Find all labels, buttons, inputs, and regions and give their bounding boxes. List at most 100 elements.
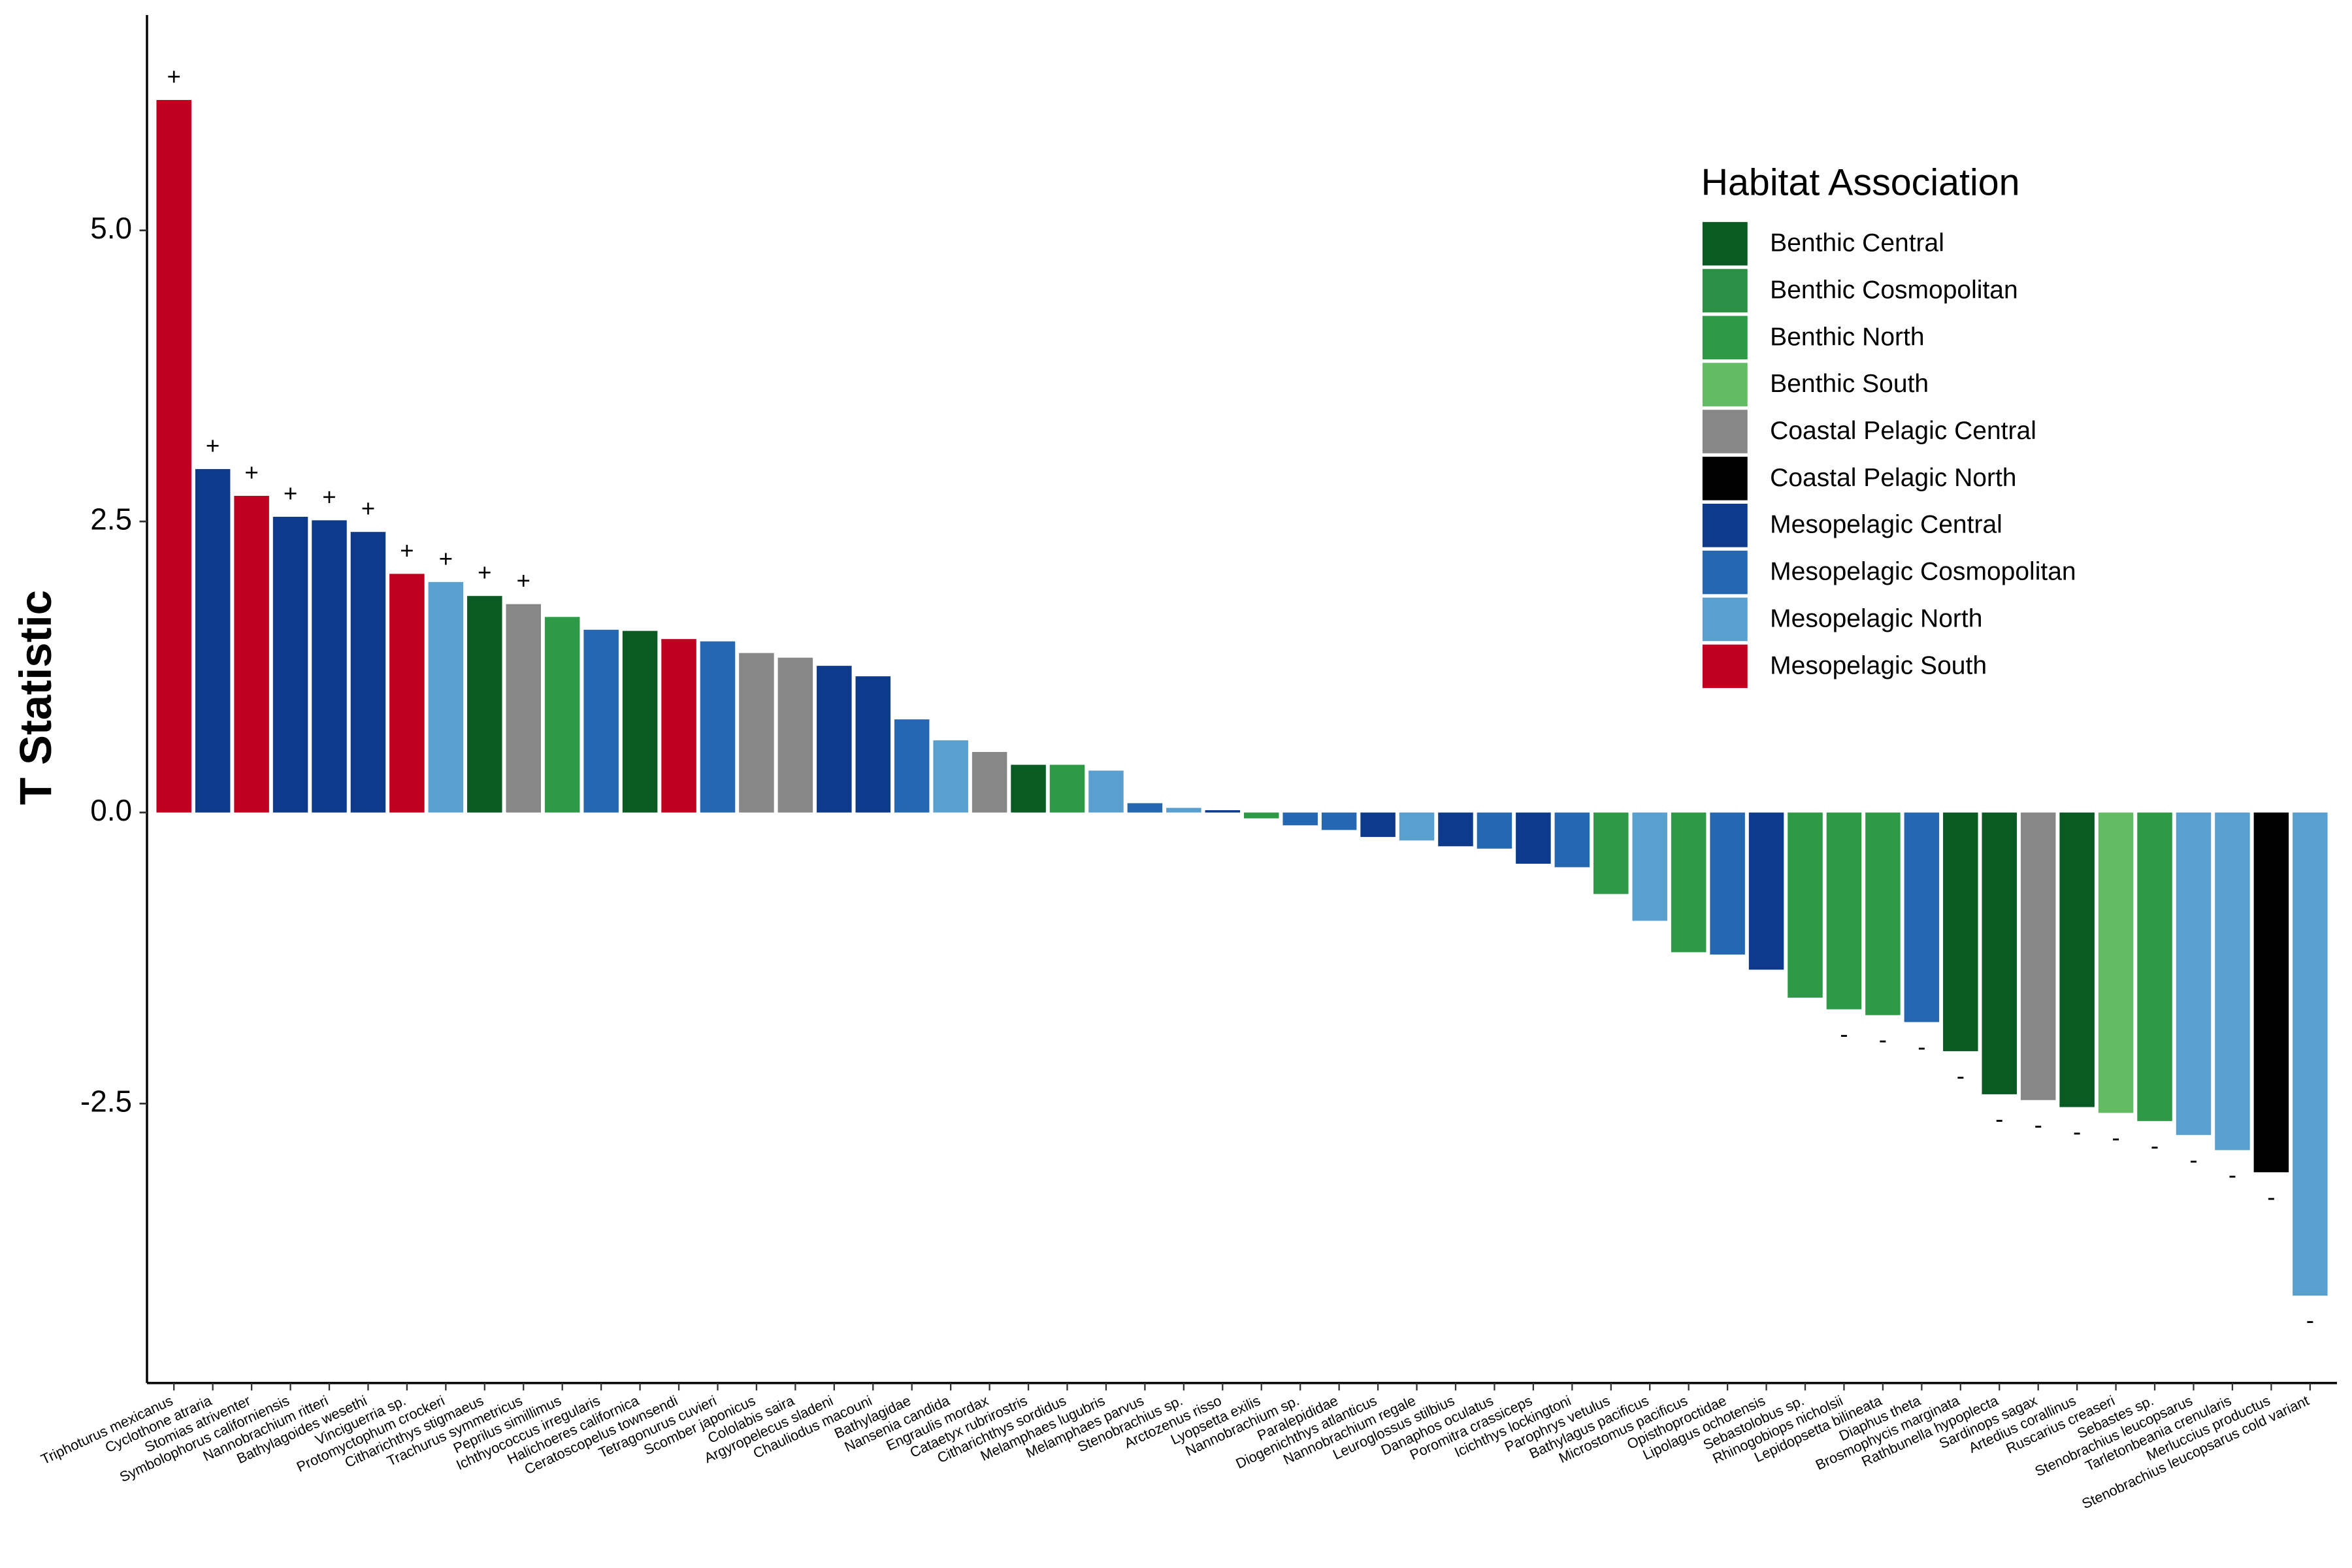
legend-label: Benthic Cosmopolitan xyxy=(1770,276,2018,304)
legend-swatch xyxy=(1702,269,1748,313)
significance-label: - xyxy=(2267,1184,2275,1211)
bar xyxy=(272,517,308,813)
significance-label: + xyxy=(439,546,453,572)
significance-label: + xyxy=(244,459,258,486)
bar xyxy=(1788,812,1823,998)
bar xyxy=(2293,812,2328,1296)
bar xyxy=(1826,812,1862,1009)
significance-label: + xyxy=(167,63,180,90)
significance-label: + xyxy=(206,433,220,459)
significance-label: - xyxy=(2229,1162,2236,1188)
legend-title: Habitat Association xyxy=(1701,161,2020,203)
legend-swatch xyxy=(1702,550,1748,595)
bar xyxy=(583,629,619,813)
significance-label: - xyxy=(2073,1119,2081,1145)
bar xyxy=(661,639,696,813)
legend-swatch xyxy=(1702,363,1748,406)
bar xyxy=(1088,770,1124,813)
bar xyxy=(1127,803,1163,813)
bar xyxy=(1360,812,1396,838)
significance-label: - xyxy=(2112,1124,2119,1151)
significance-label: - xyxy=(2034,1111,2042,1138)
bar xyxy=(2253,812,2289,1173)
bar xyxy=(1982,812,2017,1094)
bar xyxy=(1943,812,1978,1051)
legend-swatch xyxy=(1702,316,1748,360)
bar xyxy=(1904,812,1940,1022)
legend-label: Mesopelagic South xyxy=(1770,651,1987,679)
legend-label: Coastal Pelagic Central xyxy=(1770,417,2036,445)
bar xyxy=(817,666,852,813)
legend-label: Mesopelagic Central xyxy=(1770,511,2002,539)
bar xyxy=(2137,812,2172,1121)
significance-label: + xyxy=(478,559,491,586)
bar xyxy=(1671,812,1707,953)
bar xyxy=(350,532,386,813)
legend-label: Mesopelagic Cosmopolitan xyxy=(1770,558,2076,586)
significance-label: - xyxy=(2151,1132,2159,1159)
bar xyxy=(156,100,191,813)
bar xyxy=(1865,812,1901,1015)
significance-label: + xyxy=(400,537,414,564)
bar xyxy=(2098,812,2134,1113)
legend-swatch xyxy=(1702,597,1748,642)
significance-label: + xyxy=(284,480,297,507)
legend-label: Benthic South xyxy=(1770,370,1929,398)
y-tick-label: 5.0 xyxy=(90,211,132,245)
bar xyxy=(1321,812,1357,830)
legend-swatch xyxy=(1702,503,1748,547)
legend-swatch xyxy=(1702,221,1748,266)
bar xyxy=(1516,812,1551,864)
y-axis-title: T Statistic xyxy=(10,590,61,805)
significance-label: + xyxy=(361,495,375,522)
legend-label: Benthic Central xyxy=(1770,229,1944,257)
bar xyxy=(1243,812,1279,819)
bar xyxy=(195,468,231,813)
significance-label: - xyxy=(1918,1034,1925,1060)
bar xyxy=(2020,812,2056,1100)
bar xyxy=(467,596,502,813)
bar xyxy=(933,740,968,813)
bar xyxy=(1632,812,1667,921)
bar xyxy=(2059,812,2095,1107)
bar xyxy=(622,630,658,813)
significance-label: - xyxy=(2189,1147,2197,1173)
bar xyxy=(972,751,1007,813)
legend-label: Coastal Pelagic North xyxy=(1770,464,2016,492)
bar xyxy=(1438,812,1473,847)
bar xyxy=(855,676,891,813)
bar xyxy=(1748,812,1784,970)
significance-label: - xyxy=(1995,1105,2003,1132)
bar xyxy=(1593,812,1629,894)
legend-swatch xyxy=(1702,410,1748,453)
significance-label: + xyxy=(517,568,531,595)
bar xyxy=(1049,764,1085,813)
legend-swatch xyxy=(1702,457,1748,500)
bar xyxy=(1166,808,1201,813)
significance-label: - xyxy=(2306,1307,2314,1334)
legend-label: Benthic North xyxy=(1770,323,1924,351)
legend-swatch xyxy=(1702,644,1748,689)
bar xyxy=(1554,812,1590,868)
bar xyxy=(312,520,347,813)
bar xyxy=(428,581,464,813)
bar xyxy=(1477,812,1512,849)
bar xyxy=(700,641,736,813)
bar xyxy=(894,719,930,813)
significance-label: - xyxy=(1879,1026,1887,1053)
bar xyxy=(2215,812,2250,1151)
bar xyxy=(777,657,813,813)
significance-label: + xyxy=(322,483,336,510)
significance-label: - xyxy=(1840,1021,1848,1047)
bar xyxy=(389,574,425,813)
y-tick-label: -2.5 xyxy=(80,1084,132,1118)
bar xyxy=(1710,812,1745,955)
bar xyxy=(544,617,580,813)
bar xyxy=(506,604,541,813)
legend-label: Mesopelagic North xyxy=(1770,604,1982,632)
bar xyxy=(1011,764,1046,813)
y-tick-label: 2.5 xyxy=(90,502,132,536)
bar xyxy=(1282,812,1318,826)
